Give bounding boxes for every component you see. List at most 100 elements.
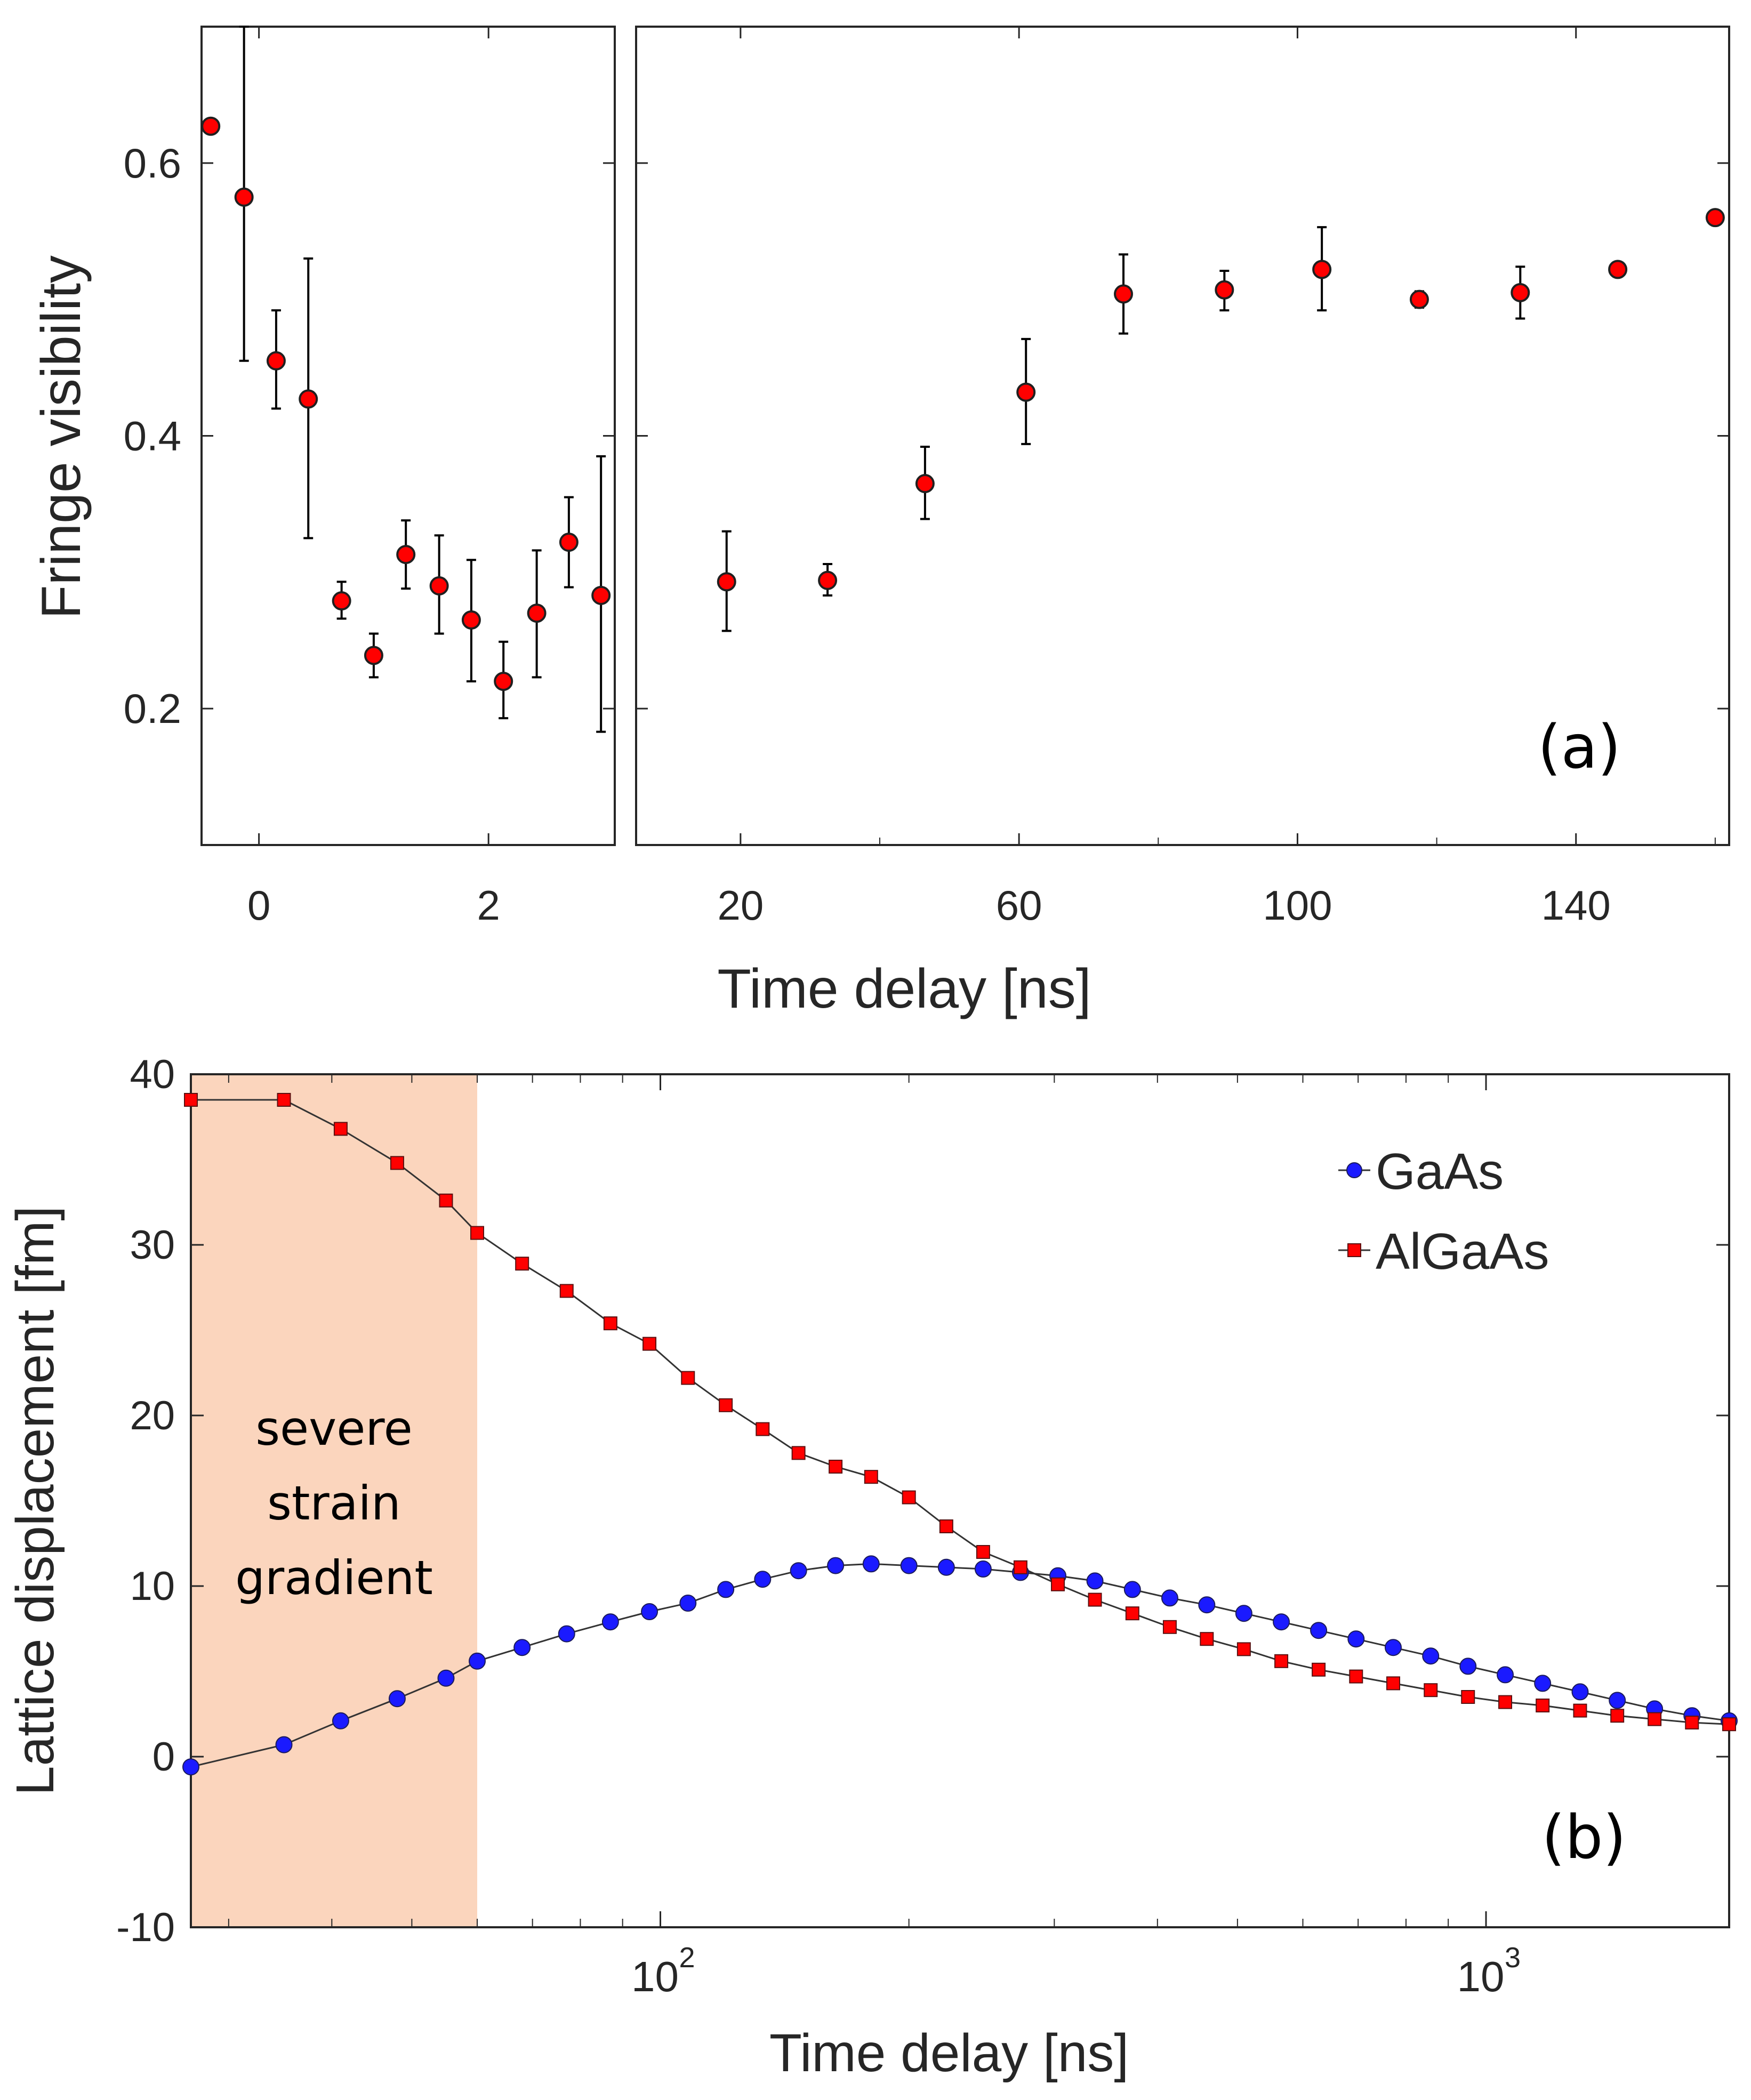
point-GaAs-9 <box>641 1603 658 1620</box>
b-xtick-exp-1: 3 <box>1505 1942 1521 1974</box>
point-AlGaAs-15 <box>864 1470 878 1484</box>
point-GaAs-25 <box>1235 1605 1252 1622</box>
ytick-label-2: 0.6 <box>124 140 181 187</box>
point-AlGaAs-22 <box>1125 1606 1139 1621</box>
point-AlGaAs-34 <box>1573 1703 1587 1718</box>
point-AlGaAs-16 <box>902 1490 916 1504</box>
data-point-right-8 <box>1511 283 1530 302</box>
point-GaAs-29 <box>1384 1639 1402 1656</box>
data-point-left-5 <box>364 646 383 665</box>
data-point-right-9 <box>1608 260 1628 279</box>
point-GaAs-15 <box>862 1555 880 1573</box>
ytick-label-1: 0.4 <box>124 413 181 460</box>
panel-a-tick-labels: 0 2 20 60 100 140 0.2 0.4 0.6 <box>124 140 1611 929</box>
point-AlGaAs-11 <box>719 1398 733 1412</box>
point-AlGaAs-0 <box>184 1093 198 1107</box>
xtick-label-right-1: 60 <box>996 882 1042 929</box>
xtick-label-right-0: 20 <box>717 882 764 929</box>
shaded-label-line-3: gradient <box>235 1550 433 1605</box>
b-xtick-label-1: 10 <box>1457 1953 1505 2000</box>
ytick-label-0: 0.2 <box>124 685 181 732</box>
point-GaAs-23 <box>1161 1589 1178 1607</box>
point-GaAs-14 <box>827 1557 845 1574</box>
panel-b-data-points <box>182 1093 1738 1776</box>
point-AlGaAs-36 <box>1648 1712 1662 1726</box>
panel-a-ylabel: Fringe visibility <box>30 255 92 619</box>
xtick-label-left-0: 0 <box>247 882 270 929</box>
point-GaAs-31 <box>1459 1658 1477 1675</box>
point-GaAs-17 <box>937 1558 955 1576</box>
point-AlGaAs-7 <box>559 1284 574 1298</box>
data-point-left-8 <box>461 610 481 630</box>
data-point-left-1 <box>234 187 254 207</box>
point-AlGaAs-1 <box>277 1093 291 1107</box>
point-GaAs-32 <box>1497 1666 1514 1684</box>
panel-a-left-frame <box>200 26 616 846</box>
data-point-left-3 <box>299 389 318 409</box>
data-point-right-2 <box>915 474 935 494</box>
shaded-region-label: severe strain gradient <box>235 1401 433 1605</box>
point-AlGaAs-24 <box>1200 1632 1214 1646</box>
point-AlGaAs-23 <box>1162 1620 1177 1634</box>
panel-a-right-frame <box>635 26 1730 846</box>
data-point-right-1 <box>818 570 838 590</box>
point-AlGaAs-35 <box>1610 1709 1625 1723</box>
panel-a-ticks <box>202 27 1729 845</box>
data-point-left-9 <box>494 672 513 691</box>
point-AlGaAs-32 <box>1498 1695 1513 1709</box>
b-ytick-label-2: 10 <box>130 1564 175 1609</box>
point-GaAs-33 <box>1534 1675 1552 1692</box>
point-AlGaAs-8 <box>603 1316 617 1331</box>
legend-algaas-marker <box>1347 1243 1361 1257</box>
point-AlGaAs-4 <box>439 1193 453 1208</box>
point-GaAs-28 <box>1347 1630 1365 1648</box>
point-AlGaAs-30 <box>1424 1683 1438 1697</box>
legend: GaAs AlGaAs <box>1338 1143 1549 1280</box>
panel-b-xlabel: Time delay [ns] <box>769 2023 1129 2083</box>
point-AlGaAs-20 <box>1051 1577 1065 1591</box>
point-GaAs-11 <box>717 1581 735 1598</box>
panel-b-label: (b) <box>1542 1803 1626 1872</box>
point-GaAs-1 <box>275 1736 293 1753</box>
point-AlGaAs-26 <box>1274 1654 1289 1668</box>
data-point-right-7 <box>1409 289 1429 309</box>
legend-gaas-marker <box>1346 1162 1362 1178</box>
b-xtick-label-0: 10 <box>631 1953 679 2000</box>
point-AlGaAs-31 <box>1461 1690 1475 1704</box>
data-point-left-6 <box>396 545 416 565</box>
xtick-label-right-2: 100 <box>1263 882 1332 929</box>
point-GaAs-26 <box>1273 1613 1290 1631</box>
data-point-right-10 <box>1705 208 1725 228</box>
panel-b-frame <box>190 1073 1730 1928</box>
panel-b-ticks <box>191 1073 1729 1928</box>
point-GaAs-12 <box>754 1571 772 1588</box>
panel-b-ylabel: Lattice displacement [fm] <box>5 1206 65 1796</box>
point-GaAs-8 <box>601 1613 619 1631</box>
b-ytick-label-0: -10 <box>116 1905 175 1950</box>
point-AlGaAs-6 <box>515 1257 529 1271</box>
point-AlGaAs-13 <box>791 1446 806 1460</box>
data-point-right-6 <box>1312 260 1332 279</box>
point-GaAs-35 <box>1609 1692 1626 1709</box>
b-xtick-exp-0: 2 <box>679 1942 695 1974</box>
point-GaAs-0 <box>182 1758 199 1776</box>
point-GaAs-24 <box>1198 1596 1216 1614</box>
point-AlGaAs-37 <box>1685 1716 1699 1729</box>
shaded-region <box>191 1074 477 1927</box>
point-AlGaAs-5 <box>470 1226 484 1240</box>
point-GaAs-5 <box>468 1652 486 1670</box>
point-GaAs-10 <box>679 1595 697 1612</box>
panel-a-data-points <box>201 116 1725 691</box>
point-GaAs-18 <box>974 1560 992 1578</box>
point-AlGaAs-38 <box>1722 1717 1736 1732</box>
data-point-right-0 <box>717 572 736 592</box>
point-AlGaAs-27 <box>1312 1662 1326 1677</box>
point-AlGaAs-3 <box>390 1156 404 1170</box>
point-GaAs-7 <box>558 1625 575 1643</box>
panel-a-xlabel: Time delay [ns] <box>717 958 1091 1020</box>
point-AlGaAs-10 <box>681 1371 695 1385</box>
